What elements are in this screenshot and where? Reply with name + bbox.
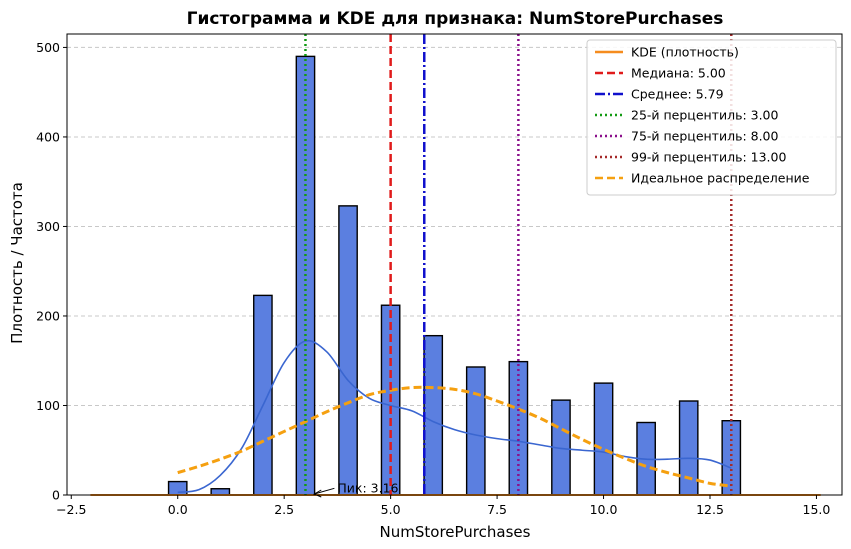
- y-tick-label: 300: [36, 219, 60, 234]
- x-axis-label: NumStorePurchases: [380, 523, 531, 541]
- legend-label: 99-й перцентиль: 13.00: [631, 150, 786, 165]
- x-tick-label: 12.5: [696, 502, 724, 517]
- histogram-bar: [253, 294, 273, 496]
- annotation-arrowhead: [313, 489, 322, 498]
- histogram-bar: [593, 382, 614, 496]
- plot-frame: [66, 33, 843, 496]
- legend-box: [586, 39, 837, 196]
- legend-label: KDE (плотность): [631, 45, 739, 60]
- y-tick-label: 0: [52, 488, 60, 503]
- legend-label: 75-й перцентиль: 8.00: [631, 129, 779, 144]
- histogram-bar: [465, 366, 486, 496]
- x-tick-label: 10.0: [590, 502, 618, 517]
- x-axis-ticks: −2.5 0.0 2.5 5.0 7.5 10.0 12.5 15.0: [56, 495, 830, 517]
- y-tick-label: 100: [36, 398, 60, 413]
- curves: [90, 339, 821, 497]
- histogram-bar: [678, 400, 699, 496]
- x-tick-label: 7.5: [487, 502, 507, 517]
- x-tick-label: 5.0: [381, 502, 401, 517]
- x-tick-label: 0.0: [168, 502, 188, 517]
- legend-label: Идеальное распределение: [631, 171, 810, 186]
- legend-label: Медиана: 5.00: [631, 66, 726, 81]
- y-tick-label: 500: [36, 40, 60, 55]
- kde-curve: [177, 339, 732, 494]
- histogram-bar: [338, 205, 358, 496]
- x-tick-label: −2.5: [56, 502, 86, 517]
- chart-title: Гистограмма и KDE для признака: NumStore…: [187, 9, 724, 29]
- y-tick-label: 200: [36, 308, 60, 323]
- annotation-arrow: [314, 487, 335, 495]
- legend: KDE (плотность) Медиана: 5.00 Среднее: 5.7…: [586, 39, 837, 196]
- peak-annotation: Пик: 3.16: [313, 480, 399, 498]
- histogram-bar: [423, 334, 444, 496]
- annotation-text: Пик: 3.16: [337, 480, 398, 495]
- ideal-distribution-curve: [177, 385, 732, 488]
- histogram-bar: [167, 480, 188, 496]
- legend-label: Среднее: 5.79: [631, 87, 724, 102]
- x-tick-label: 2.5: [274, 502, 294, 517]
- y-axis-label: Плотность / Частота: [8, 182, 26, 344]
- x-tick-label: 15.0: [803, 502, 831, 517]
- y-tick-label: 400: [36, 129, 60, 144]
- y-axis-ticks: 0 100 200 300 400 500: [36, 40, 67, 503]
- legend-label: 25-й перцентиль: 3.00: [631, 108, 779, 123]
